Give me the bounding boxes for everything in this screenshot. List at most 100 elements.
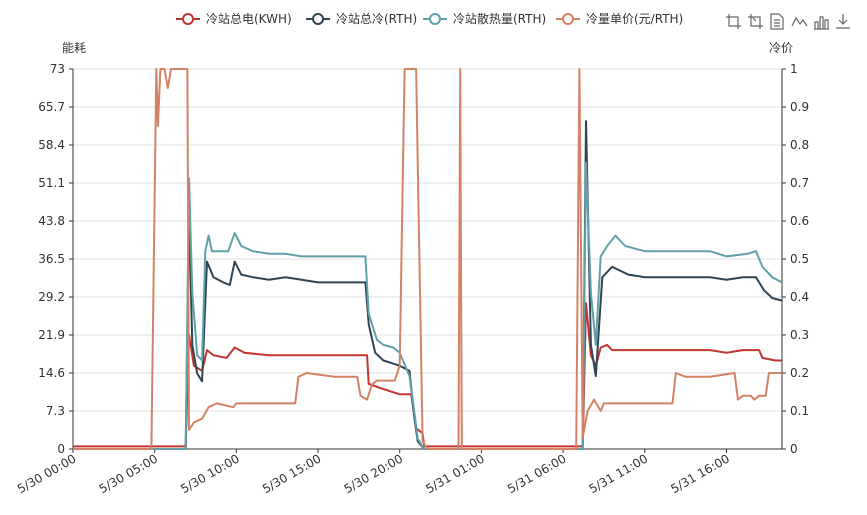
data-point-0-39	[781, 360, 782, 361]
left-tick-label: 65.7	[38, 100, 65, 114]
data-point-3-46	[672, 403, 673, 404]
axes: 0 0 7.3 0.1 14.6 0.2 21.9 0.3 29.2 0.4 36.5 0.5 43.8…	[15, 62, 809, 496]
data-point-0-37	[762, 357, 763, 358]
data-point-2-40	[710, 251, 711, 252]
data-point-1-31	[585, 120, 586, 121]
data-point-3-52	[742, 395, 743, 396]
data-point-3-51	[737, 399, 738, 400]
data-point-1-23	[391, 363, 392, 364]
data-point-2-28	[424, 448, 425, 449]
data-point-1-12	[252, 277, 253, 278]
grid-lines	[73, 68, 782, 450]
toolbox[interactable]	[726, 13, 850, 30]
data-point-3-20	[306, 372, 307, 373]
data-point-0-15	[368, 383, 369, 384]
data-point-2-5	[201, 360, 202, 361]
data-point-3-44	[620, 403, 621, 404]
data-point-0-10	[244, 352, 245, 353]
bar-chart-icon[interactable]	[814, 16, 829, 30]
line-chart-icon[interactable]	[791, 16, 808, 27]
data-point-1-4	[197, 373, 198, 374]
data-point-0-29	[607, 344, 608, 345]
data-point-0-31	[644, 349, 645, 350]
download-icon[interactable]	[836, 14, 850, 29]
data-point-0-23	[562, 446, 563, 447]
legend[interactable]: 冷站总电(KWH) 冷站总冷(RTH) 冷站散热量(RTH) 冷量单价(元/RTH)	[176, 11, 683, 26]
data-point-3-2	[156, 68, 157, 69]
data-point-2-8	[211, 251, 212, 252]
data-point-1-13	[268, 279, 269, 280]
data-point-3-40	[587, 410, 588, 411]
document-icon[interactable]	[770, 13, 784, 30]
crop-icon[interactable]	[726, 14, 741, 29]
bar-chart-path	[814, 16, 829, 30]
data-point-3-43	[603, 403, 604, 404]
data-point-3-36	[461, 448, 462, 449]
data-point-2-12	[252, 251, 253, 252]
data-point-3-39	[582, 437, 583, 438]
legend-item-1[interactable]: 冷站总冷(RTH)	[306, 12, 417, 26]
data-point-3-30	[404, 68, 405, 69]
crop-path	[726, 14, 741, 29]
data-point-0-7	[213, 355, 214, 356]
data-point-3-25	[371, 384, 372, 385]
right-tick-label: 0.7	[790, 176, 809, 190]
data-point-1-21	[375, 352, 376, 353]
data-point-3-38	[579, 68, 580, 69]
x-tick-label: 5/31 16:00	[668, 451, 732, 496]
data-point-3-34	[458, 448, 459, 449]
data-point-1-9	[229, 284, 230, 285]
data-point-1-8	[223, 282, 224, 283]
left-tick-label: 29.2	[38, 290, 65, 304]
legend-item-0[interactable]: 冷站总电(KWH)	[176, 12, 292, 26]
x-tick-label: 5/31 11:00	[587, 451, 651, 496]
crop-reverse-icon[interactable]	[748, 14, 763, 29]
data-point-2-19	[365, 256, 366, 257]
data-point-2-1	[185, 448, 186, 449]
data-point-1-40	[693, 277, 694, 278]
right-tick-label: 0.9	[790, 100, 809, 114]
data-point-0-14	[366, 355, 367, 356]
series-line-0	[73, 302, 782, 448]
data-point-0-30	[612, 349, 613, 350]
data-point-2-45	[772, 277, 773, 278]
data-point-3-45	[644, 403, 645, 404]
left-tick-label: 21.9	[38, 328, 65, 342]
data-point-1-14	[285, 277, 286, 278]
data-point-0-12	[301, 355, 302, 356]
data-point-0-38	[775, 360, 776, 361]
legend-item-2[interactable]: 冷站散热量(RTH)	[423, 11, 546, 26]
legend-marker-icon	[182, 13, 194, 25]
data-point-3-28	[394, 380, 395, 381]
data-point-2-31	[585, 162, 586, 163]
right-tick-label: 0.3	[790, 328, 809, 342]
data-point-1-47	[781, 300, 782, 301]
data-point-2-14	[285, 253, 286, 254]
data-point-2-41	[726, 256, 727, 257]
data-point-0-32	[677, 349, 678, 350]
data-point-1-19	[365, 282, 366, 283]
series-line-1	[73, 120, 783, 450]
data-point-1-7	[213, 277, 214, 278]
data-point-3-56	[765, 395, 766, 396]
legend-item-3[interactable]: 冷量单价(元/RTH)	[556, 12, 683, 26]
data-point-2-35	[607, 245, 608, 246]
data-point-3-57	[768, 372, 769, 373]
data-point-2-6	[205, 251, 206, 252]
data-point-0-1	[154, 446, 155, 447]
data-point-2-27	[417, 438, 418, 439]
data-point-2-25	[409, 376, 410, 377]
data-point-1-15	[301, 279, 302, 280]
data-point-3-15	[236, 403, 237, 404]
right-tick-label: 0.5	[790, 252, 809, 266]
left-tick-label: 51.1	[38, 176, 65, 190]
data-point-2-10	[234, 232, 235, 233]
data-point-3-55	[759, 395, 760, 396]
data-point-0-22	[464, 446, 465, 447]
data-point-3-41	[594, 399, 595, 400]
data-point-3-24	[366, 399, 367, 400]
data-point-1-17	[334, 282, 335, 283]
data-point-2-13	[268, 253, 269, 254]
data-point-1-18	[350, 282, 351, 283]
